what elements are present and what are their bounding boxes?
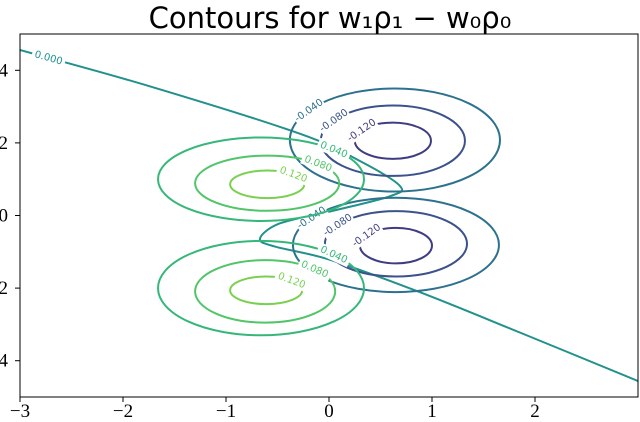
- contour-label-bg: [320, 210, 356, 240]
- contour-label-group: 0.040: [315, 137, 352, 162]
- x-tick-label: −2: [113, 401, 133, 422]
- x-tick-label: 1: [427, 401, 437, 422]
- contour-label: -0.120: [345, 117, 378, 144]
- x-tick-label: −1: [216, 401, 236, 422]
- contour-label-group: -0.040: [291, 95, 327, 126]
- contour-label-bg: [315, 137, 352, 162]
- contour-label-bg: [30, 47, 67, 69]
- contour-label: 0.040: [318, 244, 349, 266]
- y-tick-label: −2: [0, 278, 8, 299]
- contour-label: 0.080: [299, 259, 330, 281]
- plot-area: 0.000-0.040-0.080-0.120-0.040-0.080-0.12…: [20, 47, 638, 382]
- y-tick-label: 2: [0, 133, 8, 154]
- x-tick-label: 0: [324, 401, 334, 422]
- contour-label-bg: [315, 242, 352, 268]
- contour-line: [194, 259, 337, 324]
- contour-label-group: -0.120: [349, 220, 384, 251]
- contour-label: -0.080: [318, 107, 351, 134]
- contour-label-group: 0.000: [30, 47, 67, 69]
- contour-label-bg: [296, 256, 333, 282]
- x-tick-label: −3: [10, 401, 30, 422]
- contour-label-bg: [291, 95, 327, 126]
- contour-label: 0.120: [276, 271, 307, 292]
- contour-label-bg: [349, 220, 384, 251]
- contour-label: -0.040: [293, 97, 326, 125]
- y-tick-label: 4: [0, 60, 9, 81]
- y-tick-label: −4: [0, 351, 8, 372]
- contour-label-bg: [344, 115, 380, 145]
- contour-label-group: -0.080: [316, 105, 352, 136]
- contour-label-group: -0.120: [344, 115, 380, 145]
- contour-label-group: 0.120: [273, 268, 310, 293]
- contour-line: [291, 196, 500, 294]
- y-tick-label: 0: [0, 206, 8, 227]
- x-tick-label: 2: [530, 401, 540, 422]
- axes-frame: [19, 33, 639, 398]
- contour-line: [157, 239, 366, 337]
- contour-label: -0.080: [322, 212, 355, 239]
- contour-label: 0.120: [278, 165, 309, 185]
- contour-label-bg: [294, 203, 330, 233]
- contour-label-bg: [273, 268, 310, 293]
- contour-label-bg: [275, 162, 312, 187]
- chart-title: Contours for w₁ρ₁ − w₀ρ₀: [149, 1, 512, 35]
- contour-label-bg: [316, 105, 352, 136]
- contour-label-bg: [300, 152, 337, 176]
- contour-line: [323, 210, 469, 278]
- contour-line: [157, 136, 366, 222]
- contour-line: [194, 154, 341, 212]
- contour-label: 0.000: [33, 49, 64, 67]
- contour-label: -0.120: [350, 222, 383, 250]
- contour-label-group: 0.040: [315, 242, 352, 268]
- contour-label-group: 0.080: [300, 152, 337, 176]
- contour-label: 0.040: [318, 140, 349, 161]
- contour-label-group: 0.080: [296, 256, 333, 282]
